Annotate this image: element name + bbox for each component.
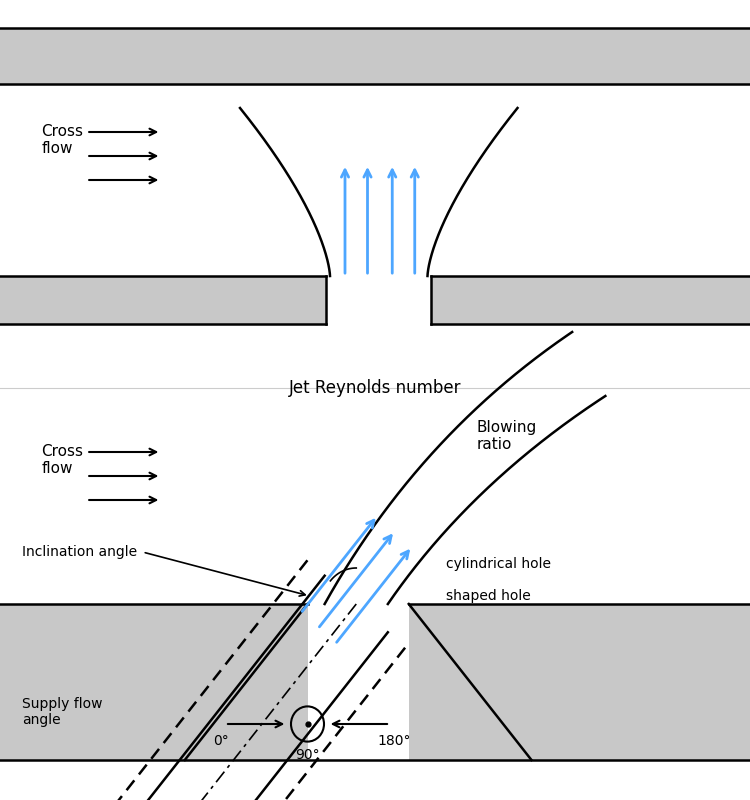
Text: Blowing
ratio: Blowing ratio [476,420,536,452]
Text: 0°: 0° [213,734,230,747]
Text: 180°: 180° [377,734,410,747]
Text: Supply flow
angle: Supply flow angle [22,697,103,727]
Text: shaped hole: shaped hole [446,589,531,603]
Text: 90°: 90° [296,748,320,762]
Text: Jet Reynolds number: Jet Reynolds number [289,379,461,397]
Bar [431,276,750,324]
Text: cylindrical hole: cylindrical hole [446,557,551,571]
Bar [0,276,326,324]
Text: Cross
flow: Cross flow [41,444,83,476]
Text: Inclination angle: Inclination angle [22,545,138,559]
Bar [0,28,750,84]
Bar [0,604,308,760]
Text: Cross
flow: Cross flow [41,124,83,157]
Bar [409,604,750,760]
